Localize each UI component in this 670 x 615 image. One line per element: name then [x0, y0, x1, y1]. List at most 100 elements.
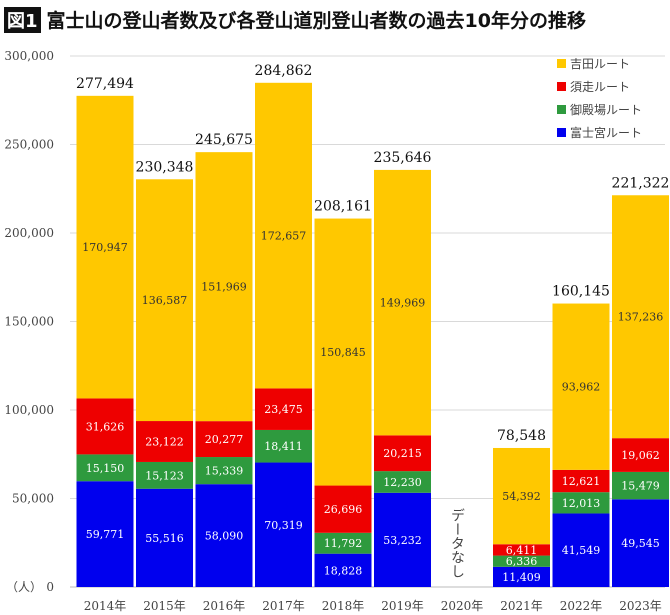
bar-segment [374, 471, 431, 493]
x-tick-label: 2019年 [381, 599, 424, 613]
bar-segment [612, 471, 669, 500]
y-axis-label: （人） [6, 580, 42, 594]
data-label: 93,962 [562, 381, 601, 394]
data-label: 6,411 [506, 544, 538, 557]
bar-segment [255, 429, 312, 463]
total-label: 221,322 [612, 175, 670, 191]
bar-segment [255, 82, 312, 389]
data-label: 170,947 [82, 241, 128, 254]
bar-segment [552, 492, 610, 514]
bar-segment [493, 544, 550, 556]
total-label: 230,348 [136, 159, 194, 175]
bar-segment [374, 169, 431, 436]
bar-segment [374, 435, 431, 472]
data-label: 136,587 [142, 294, 188, 307]
bar-segment [195, 421, 253, 458]
bar-segment [612, 438, 669, 472]
legend-label: 吉田ルート [570, 57, 630, 71]
data-label: 150,845 [320, 346, 366, 359]
data-label: 53,232 [383, 534, 422, 547]
legend-swatch [557, 105, 566, 114]
total-label: 235,646 [374, 150, 432, 166]
x-tick-label: 2015年 [143, 599, 186, 613]
data-label: 151,969 [201, 281, 247, 294]
x-tick-label: 2022年 [560, 599, 603, 613]
data-label: 23,122 [145, 436, 184, 449]
total-label: 277,494 [76, 76, 134, 92]
bar-segment [552, 469, 610, 493]
bar-segment [314, 553, 372, 587]
data-label: 23,475 [264, 403, 303, 416]
bar-segment [493, 555, 550, 567]
x-tick-label: 2021年 [500, 599, 543, 613]
bar-segment [195, 484, 253, 587]
legend-swatch [557, 82, 566, 91]
data-label: 18,411 [264, 440, 303, 453]
x-tick-label: 2018年 [322, 599, 365, 613]
bar-segment [76, 95, 134, 399]
bar-segment [136, 179, 193, 422]
x-tick-label: 2017年 [262, 599, 305, 613]
bar-segment [255, 462, 312, 587]
data-label: 70,319 [264, 519, 303, 532]
bar-segment [612, 195, 669, 439]
data-label: 149,969 [380, 297, 426, 310]
bar-segment [136, 461, 193, 489]
bar-segment [136, 488, 193, 587]
bar-segment [76, 481, 134, 587]
chart-title: 図1 富士山の登山者数及び各登山道別登山者数の過去10年分の推移 [4, 6, 586, 33]
data-label: 54,392 [502, 490, 541, 503]
data-label: 49,545 [621, 537, 660, 550]
data-label: 41,549 [562, 544, 601, 557]
bar-segment [374, 492, 431, 587]
bar-segment [76, 398, 134, 455]
bar-segment [314, 218, 372, 486]
data-label: 59,771 [86, 528, 125, 541]
data-label: 18,828 [324, 564, 363, 577]
legend-label: 富士宮ルート [570, 125, 642, 140]
figure-badge: 図1 [4, 6, 41, 33]
bar-segment [552, 513, 610, 587]
chart-title-text: 富士山の登山者数及び各登山道別登山者数の過去10年分の推移 [46, 10, 586, 32]
x-tick-label: 2016年 [203, 599, 246, 613]
total-label: 208,161 [314, 199, 372, 215]
data-label: 15,479 [621, 480, 660, 493]
data-label: 12,621 [562, 475, 601, 488]
bar-segment [195, 457, 253, 485]
y-tick-label: 250,000 [4, 138, 54, 152]
y-tick-label: 300,000 [4, 49, 54, 63]
data-label: 172,657 [261, 230, 307, 243]
y-tick-label: 0 [46, 580, 54, 594]
data-label: 26,696 [324, 503, 363, 516]
data-label: 137,236 [618, 311, 664, 324]
bar-segment [314, 532, 372, 554]
bar-segment [76, 454, 134, 482]
bar-segment [612, 499, 669, 587]
x-tick-label: 2023年 [619, 599, 662, 613]
data-label: 20,277 [205, 433, 244, 446]
total-label: 160,145 [552, 284, 610, 300]
data-label: 6,336 [506, 555, 538, 568]
bar-segment [255, 388, 312, 430]
y-tick-label: 150,000 [4, 315, 54, 329]
data-label: 31,626 [86, 420, 125, 433]
bar-segment [136, 421, 193, 462]
legend-label: 御殿場ルート [570, 102, 642, 117]
data-label: 12,230 [383, 476, 422, 489]
legend-swatch [557, 59, 566, 68]
bar-segment [314, 485, 372, 533]
data-label: 15,339 [205, 465, 244, 478]
legend-label: 須走ルート [570, 80, 630, 94]
x-tick-label: 2020年 [441, 599, 484, 613]
data-label: 58,090 [205, 530, 244, 543]
data-label: 15,150 [86, 462, 125, 475]
data-label: 15,123 [145, 469, 184, 482]
legend-swatch [557, 128, 566, 137]
total-label: 284,862 [255, 63, 313, 79]
data-label: 11,409 [502, 571, 541, 584]
y-tick-label: 50,000 [12, 492, 54, 506]
no-data-label: データなし [449, 508, 465, 578]
bar-segment [493, 566, 550, 587]
data-label: 55,516 [145, 532, 184, 545]
